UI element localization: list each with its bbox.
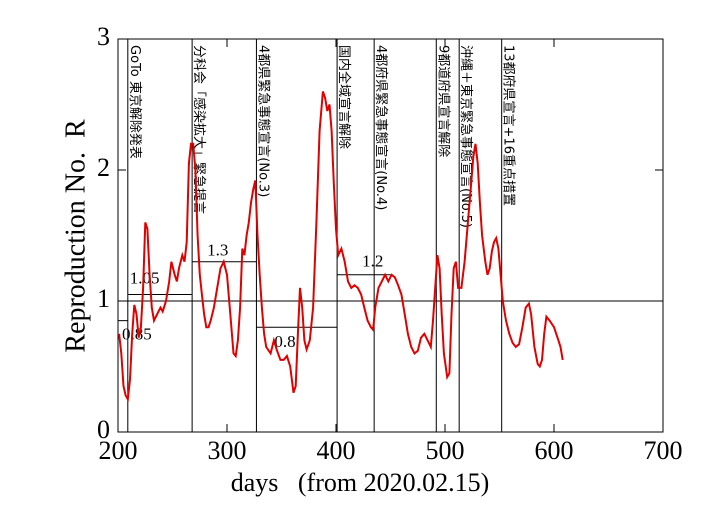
y-tick-label: 2 xyxy=(97,153,110,182)
level-label: 1.05 xyxy=(130,268,160,287)
x-tick-label: 700 xyxy=(644,436,683,465)
level-label: 1.3 xyxy=(207,241,228,260)
level-label: 0.85 xyxy=(122,325,152,344)
x-tick-label: 400 xyxy=(317,436,356,465)
event-label: 分科会「感染拡大」緊急提言 xyxy=(191,45,207,214)
level-label: 1.2 xyxy=(362,252,383,271)
level-label: 0.8 xyxy=(274,332,295,351)
x-axis-title: days (from 2020.02.15) xyxy=(231,468,490,497)
event-label: 13都府県宣言+16重点措置 xyxy=(501,45,517,206)
event-label: 9都道府県宣言解除 xyxy=(435,45,451,157)
event-label: 国内全域宣言解除 xyxy=(336,45,352,149)
event-label: GoTo 東京解除発表 xyxy=(127,45,143,159)
y-tick-label: 0 xyxy=(97,415,110,444)
event-label: 4都県緊急事態宣言(No.3) xyxy=(255,45,271,197)
x-tick-label: 200 xyxy=(99,436,138,465)
y-axis-title: Reproduction No. R xyxy=(60,119,91,353)
y-tick-label: 3 xyxy=(97,22,110,51)
x-tick-label: 500 xyxy=(426,436,465,465)
x-tick-label: 300 xyxy=(208,436,247,465)
event-label: 沖縄＋東京緊急事態宣言(No.5) xyxy=(458,45,474,228)
data-line xyxy=(118,91,564,403)
y-tick-label: 1 xyxy=(97,284,110,313)
x-tick-label: 600 xyxy=(535,436,574,465)
event-label: 4都府県緊急事態宣言(No.4) xyxy=(373,45,389,210)
plot-frame xyxy=(117,38,664,433)
